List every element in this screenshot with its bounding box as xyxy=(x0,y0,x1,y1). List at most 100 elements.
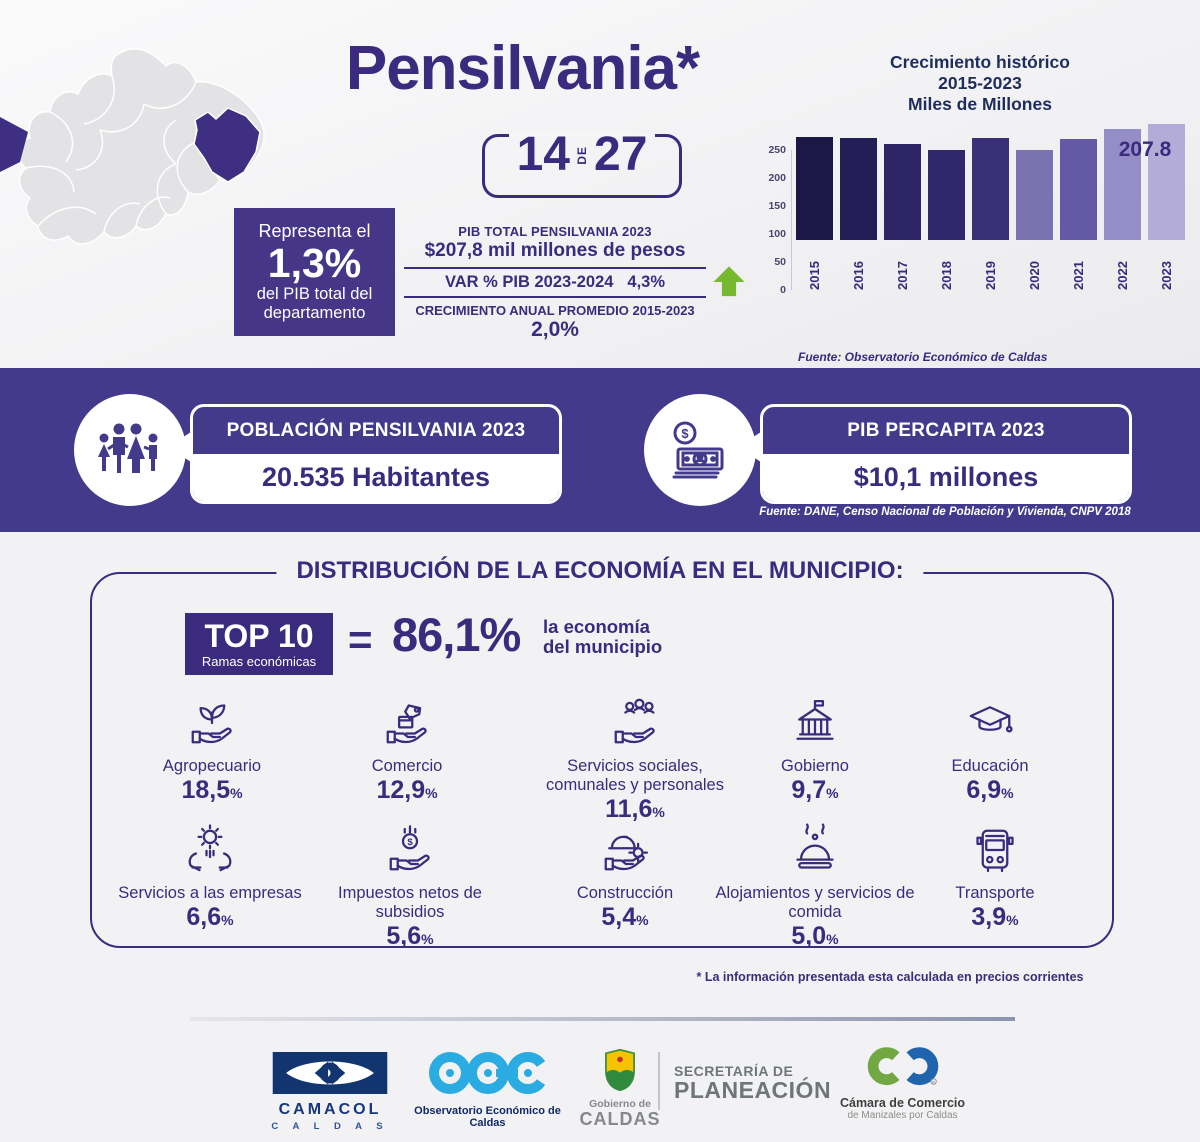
population-bubble-tail xyxy=(168,430,194,464)
caldas-map xyxy=(0,48,265,245)
top10-sublabel: Ramas económicas xyxy=(201,653,317,669)
secretaria-line2: PLANEACIÓN xyxy=(674,1077,832,1103)
chart-y-tick: 50 xyxy=(774,256,786,268)
rank-de-label: DE xyxy=(575,146,589,165)
chart-title-line2: 2015-2023 xyxy=(938,73,1022,93)
chart-x-label: 2021 xyxy=(1071,261,1086,290)
pib-growth-value: 2,0% xyxy=(531,318,579,341)
top10-label: TOP 10 xyxy=(204,617,314,654)
sector-name: Servicios a las empresas xyxy=(118,884,302,902)
growth-up-arrow-icon xyxy=(713,266,745,297)
pib-var-value: 4,3% xyxy=(627,273,666,291)
gobierno-line1: Gobierno de xyxy=(589,1098,651,1110)
sector-transporte: Transporte 3,9% xyxy=(905,820,1085,932)
sector-construccion: Construcción 5,4% xyxy=(535,820,715,932)
sector-name: Servicios sociales, comunales y personal… xyxy=(546,757,724,794)
pib-summary: PIB TOTAL PENSILVANIA 2023 $207,8 mil mi… xyxy=(400,224,745,342)
svg-text:$: $ xyxy=(407,837,413,848)
top10-description: la economía del municipio xyxy=(543,616,663,658)
chart-x-label: 2022 xyxy=(1115,261,1130,290)
chart-y-tick: 100 xyxy=(768,228,786,240)
sector-value: 12,9 xyxy=(376,775,426,804)
chart-bar-2022: 2022 xyxy=(1104,129,1141,290)
sector-value: 3,9 xyxy=(971,902,1007,931)
government-building-icon xyxy=(796,699,834,740)
oec-logo-icon xyxy=(428,1052,545,1094)
pib-growth-label: CRECIMIENTO ANUAL PROMEDIO 2015-2023 xyxy=(415,303,695,318)
sector-name: Educación xyxy=(951,757,1029,775)
percapita-title: PIB PERCAPITA 2023 xyxy=(847,419,1045,441)
map-pensilvania-region xyxy=(193,107,261,183)
chart-bar-2015: 2015 xyxy=(796,136,833,290)
svg-text:$: $ xyxy=(681,426,689,441)
camara-logo-block: R Cámara de Comercio de Manizales por Ca… xyxy=(820,1045,985,1121)
equals-sign: = xyxy=(348,616,373,663)
sector-gobierno: Gobierno 9,7% xyxy=(725,693,905,805)
pib-share-line1: Representa el xyxy=(258,221,371,241)
percent-sign: % xyxy=(421,930,434,947)
sector-value: 6,9 xyxy=(966,775,1002,804)
sector-educacion: Educación 6,9% xyxy=(900,693,1080,805)
percapita-badge: PIB PERCAPITA 2023 $10,1 millones xyxy=(760,404,1132,504)
caldas-shield-icon xyxy=(605,1048,635,1092)
sector-value: 5,0 xyxy=(791,921,827,950)
rank-badge-gap xyxy=(509,134,655,137)
svg-text:R: R xyxy=(931,1080,935,1085)
people-hand-icon xyxy=(614,698,655,744)
food-cloche-icon xyxy=(796,823,834,869)
commerce-hand-icon xyxy=(386,704,427,744)
camacol-logo-icon xyxy=(272,1052,388,1094)
camara-line2: de Manizales por Caldas xyxy=(847,1110,958,1121)
percent-sign: % xyxy=(826,784,839,801)
gobierno-line2: CALDAS xyxy=(579,1109,661,1129)
family-icon xyxy=(98,423,158,473)
chart-x-label: 2023 xyxy=(1159,261,1174,290)
sector-value: 5,6 xyxy=(386,921,422,950)
pib-variation-row: VAR % PIB 2023-2024 4,3% xyxy=(404,266,745,298)
top10-desc-line2: del municipio xyxy=(543,636,663,658)
sector-value: 6,6 xyxy=(186,902,222,931)
footer-divider xyxy=(190,1017,1015,1021)
sector-name: Impuestos netos de subsidios xyxy=(337,884,482,921)
sector-servicios-empresas: Servicios a las empresas 6,6% xyxy=(100,820,320,932)
map-landmass xyxy=(17,48,265,245)
distribution-title: DISTRIBUCIÓN DE LA ECONOMÍA EN EL MUNICI… xyxy=(276,557,924,585)
chart-x-label: 2017 xyxy=(895,261,910,290)
pib-share-box: Representa el 1,3% del PIB total del dep… xyxy=(234,208,395,336)
oec-logo-block: Observatorio Económico de Caldas xyxy=(405,1050,570,1129)
pib-var-label: VAR % PIB 2023-2024 xyxy=(444,273,614,291)
chart-y-tick: 250 xyxy=(768,144,786,156)
sector-name: Construcción xyxy=(576,884,674,902)
chart-bar-2023: 2023 xyxy=(1148,123,1185,290)
map-municipality-borders xyxy=(25,75,223,233)
rank-number: 14 xyxy=(516,128,570,181)
pib-share-line2: del PIB total del xyxy=(256,285,373,304)
chart-x-label: 2016 xyxy=(851,261,866,290)
chart-y-tick: 150 xyxy=(768,200,786,212)
chart-bar-2016: 2016 xyxy=(840,138,877,290)
population-value: 20.535 Habitantes xyxy=(193,454,559,501)
chart-bar-2019: 2019 xyxy=(972,138,1009,290)
chart-x-label: 2018 xyxy=(939,261,954,290)
percent-sign: % xyxy=(1001,784,1014,801)
percent-sign: % xyxy=(826,930,839,947)
band-source: Fuente: DANE, Censo Nacional de Població… xyxy=(759,506,1131,518)
percapita-value: $10,1 millones xyxy=(763,454,1129,501)
percent-sign: % xyxy=(1006,911,1019,928)
chart-x-label: 2015 xyxy=(807,261,822,290)
map-edge-region xyxy=(0,117,28,172)
sector-value: 18,5 xyxy=(181,775,231,804)
sector-name: Gobierno xyxy=(781,757,849,775)
percent-sign: % xyxy=(221,911,234,928)
percent-sign: % xyxy=(425,784,438,801)
helmet-hand-icon xyxy=(604,835,649,871)
top-section: Pensilvania* 14 DE 27 Representa el 1,3%… xyxy=(0,0,1200,368)
graduation-cap-icon xyxy=(969,706,1013,733)
chart-y-tick: 0 xyxy=(780,284,786,296)
top10-total-value: 86,1% xyxy=(392,608,521,661)
stats-band: POBLACIÓN PENSILVANIA 2023 20.535 Habita… xyxy=(0,368,1200,532)
sector-servicios-sociales: Servicios sociales, comunales y personal… xyxy=(525,693,745,824)
chart-bar-2020: 2020 xyxy=(1016,149,1053,290)
sector-value: 5,4 xyxy=(601,902,637,931)
